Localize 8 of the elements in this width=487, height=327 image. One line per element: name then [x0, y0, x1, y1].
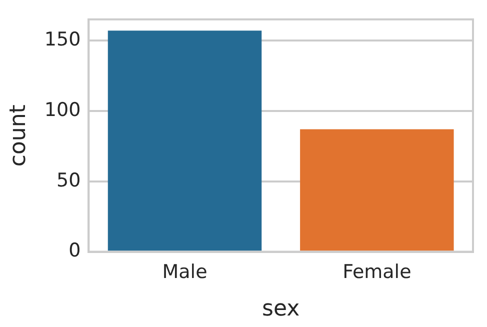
- y-tick-label: 50: [56, 169, 81, 192]
- y-tick-label: 0: [68, 240, 81, 262]
- x-axis-title: sex: [262, 296, 300, 322]
- y-tick-label: 150: [44, 28, 81, 50]
- y-axis-title: count: [6, 104, 31, 167]
- y-tick-label: 100: [44, 98, 81, 121]
- x-tick-label: Male: [162, 261, 208, 284]
- x-tick-label: Female: [342, 261, 412, 284]
